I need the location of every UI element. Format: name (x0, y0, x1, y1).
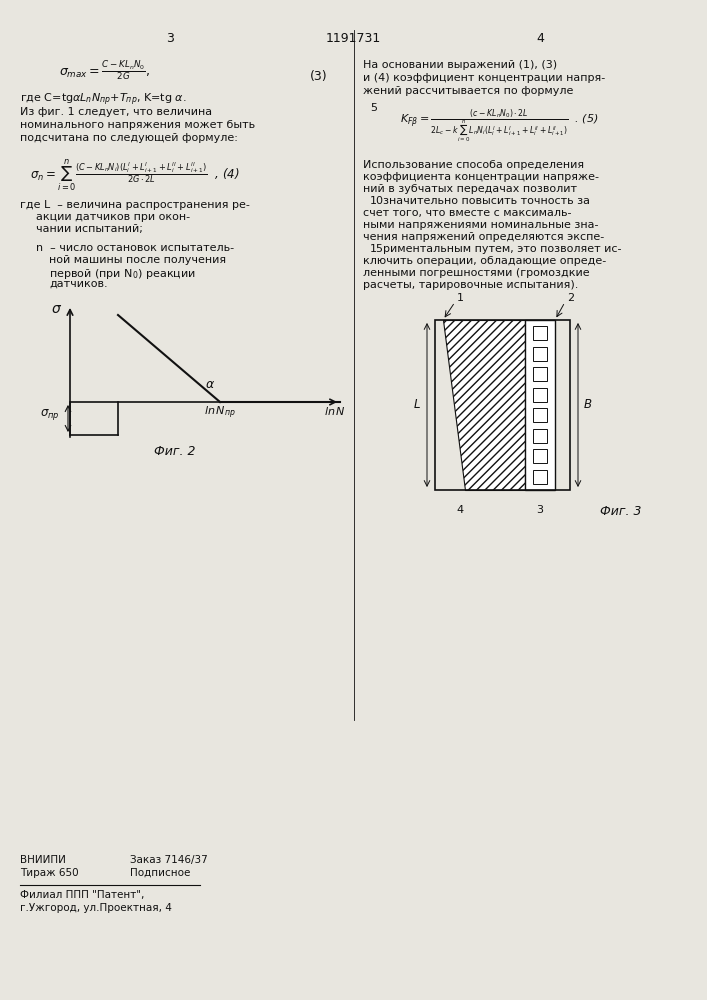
Text: $ln\,N_{пр}$: $ln\,N_{пр}$ (204, 405, 236, 421)
Text: 5: 5 (370, 103, 377, 113)
Text: Заказ 7146/37: Заказ 7146/37 (130, 855, 208, 865)
Text: Из фиг. 1 следует, что величина: Из фиг. 1 следует, что величина (20, 107, 212, 117)
Text: 3: 3 (166, 32, 174, 45)
Text: n  – число остановок испытатель-: n – число остановок испытатель- (36, 243, 234, 253)
Bar (533, 449, 547, 463)
Text: $ln\,N$: $ln\,N$ (324, 405, 346, 417)
Text: 4: 4 (457, 505, 464, 515)
Text: Фиг. 3: Фиг. 3 (600, 505, 641, 518)
Polygon shape (443, 320, 525, 490)
Text: расчеты, тарировочные испытания).: расчеты, тарировочные испытания). (363, 280, 578, 290)
Text: Использование способа определения: Использование способа определения (363, 160, 584, 170)
Text: ленными погрешностями (громоздкие: ленными погрешностями (громоздкие (363, 268, 590, 278)
Bar (533, 347, 547, 361)
Bar (533, 470, 547, 484)
Text: Фиг. 2: Фиг. 2 (154, 445, 196, 458)
Text: ключить операции, обладающие опреде-: ключить операции, обладающие опреде- (363, 256, 606, 266)
Text: L: L (414, 398, 420, 412)
Text: первой (при N$_0$) реакции: первой (при N$_0$) реакции (49, 267, 196, 281)
Text: 10: 10 (370, 196, 384, 206)
Bar (533, 429, 547, 443)
Text: $\sigma$: $\sigma$ (51, 302, 62, 316)
Text: риментальным путем, это позволяет ис-: риментальным путем, это позволяет ис- (383, 244, 621, 254)
Text: подсчитана по следующей формуле:: подсчитана по следующей формуле: (20, 133, 238, 143)
Text: $K_{F\beta} = \frac{(c - KL_n N_0) \cdot 2L}{2L_c - k \sum_{i=0}^{n} L_n N_i (L_: $K_{F\beta} = \frac{(c - KL_n N_0) \cdot… (400, 107, 599, 145)
Bar (435, 320, 570, 490)
Text: B: B (584, 398, 592, 412)
Text: коэффициента концентрации напряже-: коэффициента концентрации напряже- (363, 172, 599, 182)
Text: ний в зубчатых передачах позволит: ний в зубчатых передачах позволит (363, 184, 577, 194)
Bar (533, 367, 547, 381)
Text: $\sigma_n = \sum_{i=0}^{n} \frac{(C-KL_n N_i)(L_i^l + L_{i+1}^l + L_i^{ll} + L_{: $\sigma_n = \sum_{i=0}^{n} \frac{(C-KL_n… (30, 157, 240, 193)
Text: счет того, что вместе с максималь-: счет того, что вместе с максималь- (363, 208, 571, 218)
Text: 2: 2 (567, 293, 574, 303)
Text: ными напряжениями номинальные зна-: ными напряжениями номинальные зна- (363, 220, 599, 230)
Text: акции датчиков при окон-: акции датчиков при окон- (36, 212, 190, 222)
Text: (3): (3) (310, 70, 327, 83)
Bar (533, 326, 547, 340)
Text: чании испытаний;: чании испытаний; (36, 224, 143, 234)
Text: где L  – величина распространения ре-: где L – величина распространения ре- (20, 200, 250, 210)
Text: $\sigma_{max} = \frac{C - KL_n N_0}{2G},$: $\sigma_{max} = \frac{C - KL_n N_0}{2G},… (59, 60, 151, 83)
Text: 1191731: 1191731 (325, 32, 380, 45)
Text: На основании выражений (1), (3): На основании выражений (1), (3) (363, 60, 557, 70)
Text: жений рассчитывается по формуле: жений рассчитывается по формуле (363, 86, 573, 96)
Text: датчиков.: датчиков. (49, 279, 107, 289)
Bar (533, 388, 547, 402)
Text: 1: 1 (457, 293, 464, 303)
Text: Филиал ППП "Патент",: Филиал ППП "Патент", (20, 890, 144, 900)
Text: 15: 15 (370, 244, 384, 254)
Text: г.Ужгород, ул.Проектная, 4: г.Ужгород, ул.Проектная, 4 (20, 903, 172, 913)
Text: и (4) коэффициент концентрации напря-: и (4) коэффициент концентрации напря- (363, 73, 605, 83)
Text: где C=tg$\alpha L_n N_{пр}$+$T_{пр}$, K=tg $\alpha$.: где C=tg$\alpha L_n N_{пр}$+$T_{пр}$, K=… (20, 92, 187, 108)
Text: Подписное: Подписное (130, 868, 190, 878)
Text: 3: 3 (537, 505, 544, 515)
Bar (525, 320, 555, 490)
Text: номинального напряжения может быть: номинального напряжения может быть (20, 120, 255, 130)
Text: 4: 4 (536, 32, 544, 45)
Text: $\sigma_{пр}$: $\sigma_{пр}$ (40, 408, 59, 422)
Bar (533, 408, 547, 422)
Text: чения напряжений определяются экспе-: чения напряжений определяются экспе- (363, 232, 604, 242)
Text: $\alpha$: $\alpha$ (205, 378, 215, 391)
Text: ВНИИПИ: ВНИИПИ (20, 855, 66, 865)
Text: ной машины после получения: ной машины после получения (49, 255, 226, 265)
Text: значительно повысить точность за: значительно повысить точность за (383, 196, 590, 206)
Text: Тираж 650: Тираж 650 (20, 868, 78, 878)
